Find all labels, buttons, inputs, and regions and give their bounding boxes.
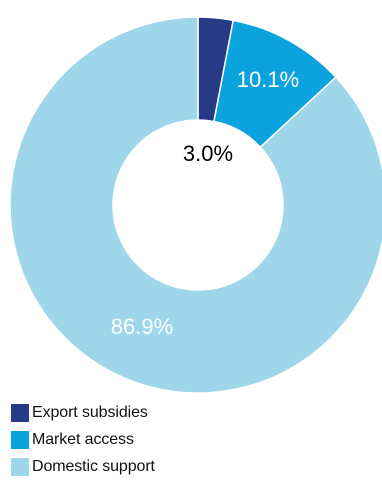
legend-swatch-market-access <box>11 431 29 449</box>
legend-label-market-access: Market access <box>32 431 134 448</box>
legend-label-domestic-support: Domestic support <box>32 458 155 475</box>
donut-slice-domestic-support <box>9 16 382 394</box>
legend-item-export-subsidies: Export subsidies <box>11 402 311 424</box>
legend-label-export-subsidies: Export subsidies <box>32 404 148 421</box>
data-label-domestic-support: 86.9% <box>111 314 173 339</box>
data-label-market-access: 10.1% <box>237 67 299 92</box>
chart-legend: Export subsidies Market access Domestic … <box>11 402 311 483</box>
legend-swatch-domestic-support <box>11 458 29 476</box>
data-label-export-subsidies: 3.0% <box>183 141 233 166</box>
legend-swatch-export-subsidies <box>11 404 29 422</box>
legend-item-domestic-support: Domestic support <box>11 456 311 478</box>
legend-item-market-access: Market access <box>11 429 311 451</box>
